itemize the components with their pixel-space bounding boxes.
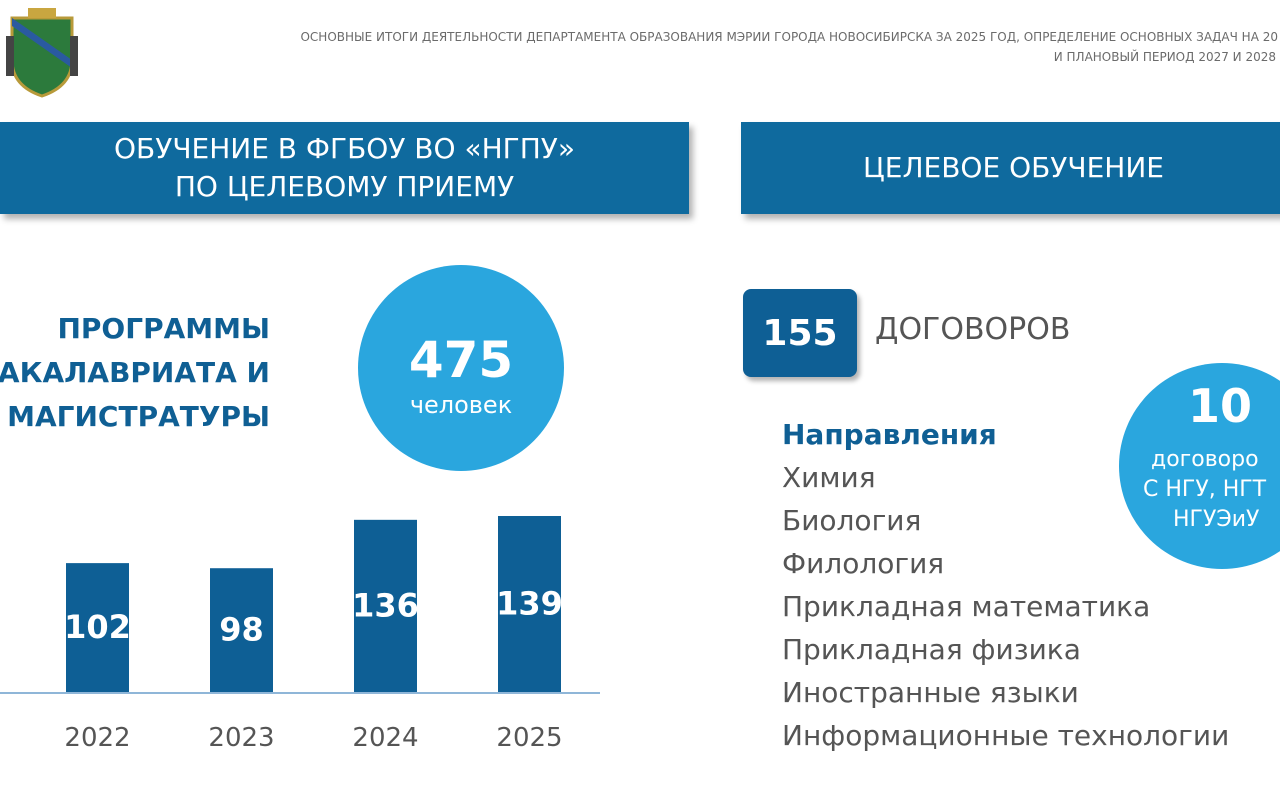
- value-label: 102: [64, 608, 131, 646]
- circle-label: человек: [409, 391, 513, 419]
- left-banner: ОБУЧЕНИЕ В ФГБОУ ВО «НГПУ» ПО ЦЕЛЕВОМУ П…: [0, 122, 689, 214]
- direction: Прикладная математика: [782, 590, 1151, 623]
- logo: [6, 8, 78, 98]
- box-label: ДОГОВОРОВ: [875, 312, 1071, 347]
- circle-line: НГУЭиУ: [1173, 507, 1260, 532]
- heading-line: БАКАЛАВРИАТА И: [0, 356, 270, 389]
- directions-title: Направления: [782, 418, 997, 451]
- heading-line: ПРОГРАММЫ: [57, 312, 270, 345]
- header-line: И ПЛАНОВЫЙ ПЕРИОД 2027 И 2028: [1053, 50, 1276, 64]
- direction: Иностранные языки: [782, 676, 1079, 709]
- x-tick-label: 2024: [352, 723, 418, 753]
- total-circle: 475 человек: [358, 265, 564, 471]
- x-tick-label: 2025: [496, 723, 562, 753]
- banner-line: ПО ЦЕЛЕВОМУ ПРИЕМУ: [174, 170, 515, 203]
- value-label: 139: [496, 585, 563, 623]
- direction: Филология: [782, 547, 945, 580]
- banner-line: ОБУЧЕНИЕ В ФГБОУ ВО «НГПУ»: [114, 132, 575, 165]
- direction: Химия: [782, 461, 876, 494]
- direction: Прикладная физика: [782, 633, 1081, 666]
- x-tick-label: 2023: [208, 723, 274, 753]
- heading-line: МАГИСТРАТУРЫ: [7, 400, 270, 433]
- partner-circle: 10 договоро С НГУ, НГТ НГУЭиУ: [1119, 363, 1280, 569]
- value-label: 136: [352, 586, 419, 624]
- bar: [498, 516, 561, 693]
- circle-number: 10: [1187, 379, 1252, 433]
- right-banner: ЦЕЛЕВОЕ ОБУЧЕНИЕ: [741, 122, 1280, 214]
- box-number: 155: [762, 312, 838, 354]
- direction: Биология: [782, 504, 922, 537]
- header-line: ОСНОВНЫЕ ИТОГИ ДЕЯТЕЛЬНОСТИ ДЕПАРТАМЕНТА…: [300, 30, 1278, 44]
- x-tick-label: 2022: [64, 723, 130, 753]
- value-label: 98: [219, 611, 264, 649]
- circle-number: 475: [408, 331, 514, 389]
- bar: [66, 563, 129, 693]
- bar: [210, 568, 273, 693]
- direction: Информационные технологии: [782, 719, 1230, 752]
- circle-line: договоро: [1151, 447, 1259, 472]
- bar: [354, 519, 417, 693]
- circle-line: С НГУ, НГТ: [1143, 477, 1267, 502]
- banner-line: ЦЕЛЕВОЕ ОБУЧЕНИЕ: [863, 151, 1164, 184]
- contracts-box: 155: [743, 289, 857, 377]
- bar-chart: 102 2022 98 2023 136 2024 139 2025: [0, 516, 600, 753]
